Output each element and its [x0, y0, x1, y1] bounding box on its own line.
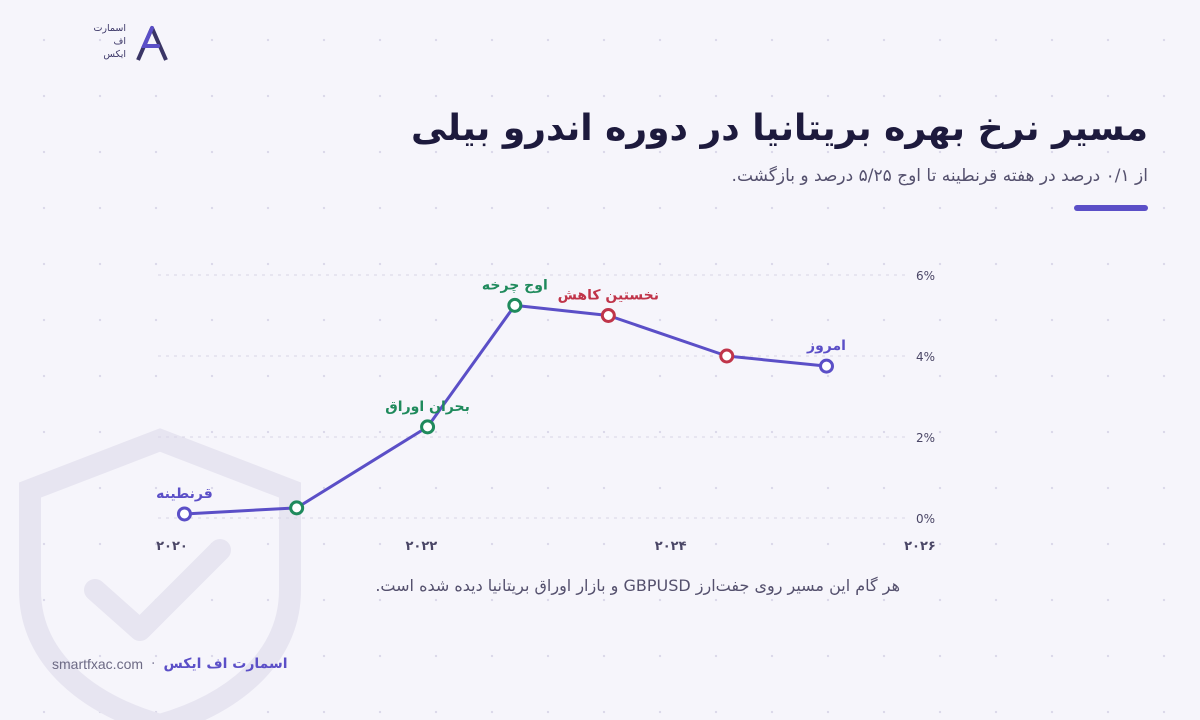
fx-monogram-icon [136, 26, 168, 61]
data-point [289, 500, 305, 516]
annotation-layer: قرنطینه بحران اوراق اوج چرخه نخستین کاهش امر… [156, 277, 846, 502]
logo-line: اسمارت [93, 23, 126, 34]
logo-line: ایکس [103, 49, 126, 60]
annotation-label: اوج چرخه [482, 277, 548, 293]
page-subtitle: از ۰/۱ درصد در هفته قرنطینه تا اوج ۵/۲۵ … [731, 166, 1148, 186]
point-layer [176, 297, 834, 522]
data-point [719, 348, 735, 364]
x-tick-label: ۲۰۲۰ [156, 539, 188, 554]
annotation-label: امروز [806, 338, 846, 354]
x-tick-label: ۲۰۲۶ [904, 539, 936, 554]
y-tick-label: 2% [916, 431, 935, 445]
brand-logo[interactable]: اسمارت اف ایکس [72, 20, 172, 68]
y-tick-label: 0% [916, 512, 935, 526]
data-point [600, 308, 616, 323]
footer: smartfxac.com · اسمارت اف ایکس [52, 656, 288, 672]
data-point [507, 297, 523, 313]
data-point [420, 419, 436, 435]
footer-brand-name: اسمارت اف ایکس [163, 656, 288, 672]
axis-layer: 0% 2% 4% 6% ۲۰۲۰ ۲۰۲۲ ۲۰۲۴ ۲۰۲۶ [156, 269, 936, 554]
series-line [182, 303, 828, 516]
annotation-label: نخستین کاهش [558, 288, 659, 304]
shield-check-watermark-icon [19, 428, 301, 720]
y-tick-label: 6% [916, 269, 935, 283]
footer-url[interactable]: smartfxac.com [52, 656, 144, 672]
x-tick-label: ۲۰۲۲ [405, 539, 437, 554]
data-point [176, 506, 192, 522]
logo-line: اف [113, 36, 127, 47]
y-tick-label: 4% [916, 350, 935, 364]
logo-wordmark: اسمارت اف ایکس [66, 22, 126, 61]
data-point [819, 358, 834, 374]
annotation-label: بحران اوراق [385, 399, 470, 415]
chart-caption: هر گام این مسیر روی جفت‌ارز GBPUSD و باز… [375, 576, 900, 595]
page-title: مسیر نرخ بهره بریتانیا در دوره اندرو بیل… [410, 108, 1148, 149]
annotation-label: قرنطینه [156, 486, 213, 502]
grid-layer [158, 274, 905, 519]
footer-separator: · [151, 656, 156, 672]
x-tick-label: ۲۰۲۴ [655, 539, 687, 554]
title-accent-bar [1074, 205, 1148, 211]
interest-rate-line-chart: 0% 2% 4% 6% ۲۰۲۰ ۲۰۲۲ ۲۰۲۴ ۲۰۲۶ قرنطینه بحران او… [156, 269, 936, 554]
